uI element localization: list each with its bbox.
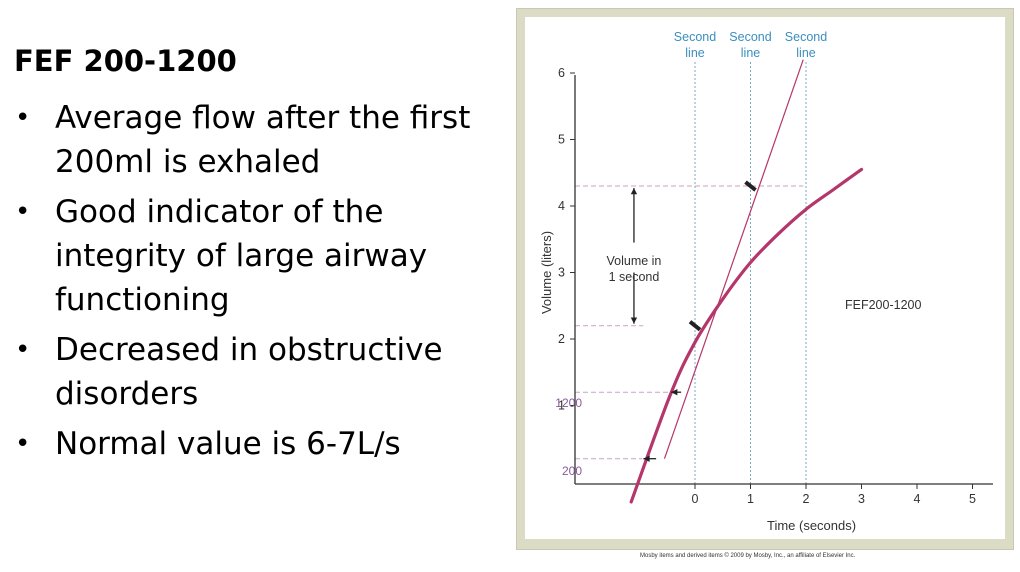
mark-1200-arrow-head <box>671 389 678 396</box>
x-tick-label: 2 <box>803 492 810 506</box>
bullet-line: Decreased in obstructive <box>55 332 443 368</box>
slide-title: FEF 200-1200 <box>14 44 237 78</box>
y-tick-label: 1 <box>558 399 565 413</box>
second-line-label: line <box>796 46 816 60</box>
x-tick-label: 1 <box>747 492 754 506</box>
copyright-credit: Mosby items and derived items © 2009 by … <box>640 553 856 559</box>
bullet-dot-icon: • <box>15 335 31 365</box>
figure-panel: 0 1 2 3 4 5 1 2 3 4 5 6 Second line Second line Sec… <box>516 8 1014 550</box>
tangent-tick-mark <box>744 180 757 192</box>
second-line-label: line <box>741 46 761 60</box>
volume-arrow-up-head <box>630 188 638 195</box>
curves-layer <box>629 59 864 504</box>
y-tick-label: 3 <box>558 266 565 280</box>
x-tick-label: 4 <box>914 492 921 506</box>
y-tick-label: 5 <box>558 133 565 147</box>
fef-chart: 0 1 2 3 4 5 1 2 3 4 5 6 Second line Second line Sec… <box>539 30 993 533</box>
second-line-label: line <box>685 46 705 60</box>
second-line-label: Second <box>674 30 716 44</box>
x-tick-label: 0 <box>692 492 699 506</box>
axes-layer <box>574 75 993 485</box>
bullet-item: • Normal value is 6-7L/s <box>12 422 482 466</box>
mark-200-arrow-head <box>643 455 650 462</box>
bullet-line: integrity of large airway <box>55 238 428 274</box>
volume-in-second-label: Volume in <box>606 254 661 268</box>
volume-time-curve <box>629 167 864 504</box>
bullet-item: • Average flow after the first 200ml is … <box>12 96 482 184</box>
bullet-line: disorders <box>55 376 199 412</box>
x-tick-label: 3 <box>858 492 865 506</box>
figure-inner: 0 1 2 3 4 5 1 2 3 4 5 6 Second line Second line Sec… <box>525 17 1005 539</box>
bullet-dot-icon: • <box>15 429 31 459</box>
tangent-tick-mark <box>688 320 702 332</box>
dashed-guides-layer <box>575 62 807 484</box>
bullet-dot-icon: • <box>15 197 31 227</box>
bullet-line: Normal value is 6-7L/s <box>55 426 401 462</box>
second-line-label: Second <box>729 30 771 44</box>
tangent-line <box>663 59 804 459</box>
y-axis-title: Volume (liters) <box>539 231 554 314</box>
mark-1200-label: 1200 <box>555 396 582 410</box>
bullet-line: Good indicator of the <box>55 194 384 230</box>
y-tick-label: 2 <box>558 332 565 346</box>
ticks-layer: 0 1 2 3 4 5 1 2 3 4 5 6 <box>558 66 976 506</box>
fef-curve-label: FEF200-1200 <box>845 298 921 312</box>
y-tick-label: 6 <box>558 66 565 80</box>
bullet-item: • Good indicator of the integrity of lar… <box>12 190 482 322</box>
bullet-item: • Decreased in obstructive disorders <box>12 328 482 416</box>
bullet-line: functioning <box>55 282 230 318</box>
y-tick-label: 4 <box>558 199 565 213</box>
bullet-dot-icon: • <box>15 103 31 133</box>
bullet-line: 200ml is exhaled <box>55 144 321 180</box>
bullet-list: • Average flow after the first 200ml is … <box>12 96 482 472</box>
x-axis-title: Time (seconds) <box>767 518 856 533</box>
second-line-label: Second <box>785 30 827 44</box>
x-tick-label: 5 <box>969 492 976 506</box>
marks-layer <box>630 180 757 462</box>
volume-in-second-label: 1 second <box>609 270 660 284</box>
bullet-line: Average flow after the first <box>55 100 471 136</box>
volume-arrow-down-head <box>630 317 638 324</box>
mark-200-label: 200 <box>562 464 582 478</box>
